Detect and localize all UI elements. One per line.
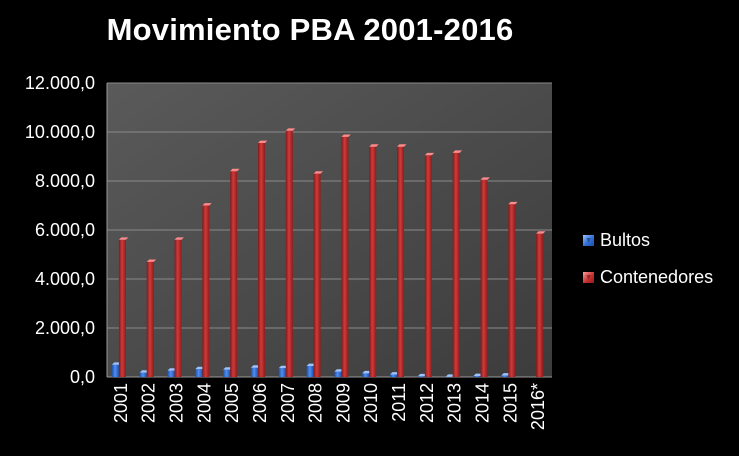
legend-item-bultos: Bultos (583, 228, 713, 252)
y-tick-label: 6.000,0 (35, 220, 95, 240)
bar-contenedores-2003-top (174, 237, 184, 240)
x-tick-label: 2006 (250, 383, 270, 423)
bar-contenedores-2008 (313, 173, 321, 377)
bar-contenedores-2013-top (452, 150, 463, 153)
legend-item-contenedores: Contenedores (583, 265, 713, 289)
bar-contenedores-2010 (369, 146, 377, 377)
bar-contenedores-2003 (174, 239, 182, 377)
x-tick-label: 2016* (528, 383, 548, 430)
bar-contenedores-2009 (341, 136, 349, 377)
bar-bultos-2010 (362, 373, 370, 377)
x-tick-label: 2001 (111, 383, 131, 423)
bar-contenedores-2008-top (313, 171, 323, 174)
y-tick-label: 0,0 (70, 367, 95, 387)
bar-contenedores-2002 (146, 261, 154, 377)
bar-bultos-2009 (334, 371, 342, 377)
bar-bultos-2005 (223, 369, 231, 377)
x-tick-label: 2003 (167, 383, 187, 423)
bar-contenedores-2005 (230, 171, 238, 377)
x-tick-label: 2002 (139, 383, 159, 423)
bar-bultos-2012 (417, 376, 425, 377)
bar-contenedores-2006-top (257, 140, 268, 144)
y-tick-label: 12.000,0 (25, 73, 95, 93)
bar-contenedores-2011 (397, 146, 405, 377)
bar-bultos-2002 (139, 372, 147, 377)
x-tick-label: 2010 (361, 383, 381, 423)
x-tick-label: 2007 (278, 383, 298, 423)
bar-contenedores-2001-top (118, 237, 129, 240)
bar-contenedores-2014-top (480, 177, 490, 180)
bar-bultos-2001 (111, 364, 119, 377)
x-tick-label: 2011 (389, 383, 409, 422)
bar-bultos-2015 (501, 375, 509, 377)
bar-contenedores-2016p-top (536, 231, 546, 234)
bar-contenedores-2012-top (424, 152, 435, 156)
x-tick-label: 2004 (194, 383, 214, 423)
x-tick-label: 2009 (333, 383, 353, 423)
y-tick-label: 2.000,0 (35, 318, 95, 338)
bar-bultos-2004 (195, 369, 203, 377)
y-tick-label: 10.000,0 (25, 122, 95, 142)
x-tick-label: 2005 (222, 383, 242, 423)
x-tick-label: 2015 (500, 383, 520, 423)
chart-title: Movimiento PBA 2001-2016 (106, 12, 514, 47)
bar-contenedores-2010-top (369, 144, 379, 147)
bar-contenedores-2012 (424, 155, 432, 377)
bar-bultos-2014 (473, 376, 481, 377)
bar-contenedores-2015-top (508, 201, 518, 205)
x-tick-label: 2013 (445, 383, 465, 423)
chart-legend: Bultos Contenedores (583, 228, 713, 302)
bar-contenedores-2009-top (341, 134, 351, 137)
bar-contenedores-2006 (257, 143, 265, 377)
bar-contenedores-2004 (202, 205, 210, 377)
bar-contenedores-2007 (285, 130, 293, 377)
legend-label-bultos: Bultos (600, 229, 651, 250)
legend-label-contenedores: Contenedores (600, 266, 714, 287)
bar-bultos-2008 (306, 365, 314, 377)
y-tick-label: 8.000,0 (35, 171, 95, 191)
bar-contenedores-2002-top (146, 259, 157, 262)
bar-contenedores-2013 (452, 152, 460, 377)
bar-contenedores-2007-top (285, 128, 296, 131)
x-tick-label: 2014 (472, 383, 492, 423)
bar-contenedores-2016p (536, 233, 544, 377)
x-tick-label: 2008 (306, 383, 326, 423)
legend-swatch-contenedores (583, 271, 594, 283)
x-tick-label: 2012 (417, 383, 437, 423)
legend-swatch-bultos (583, 234, 594, 246)
bar-contenedores-2005-top (230, 168, 240, 172)
bar-bultos-2011 (390, 374, 398, 377)
bar-bultos-2007 (278, 368, 286, 377)
bar-contenedores-2004-top (202, 203, 212, 206)
bar-bultos-2006 (250, 367, 258, 377)
bar-contenedores-2001 (118, 239, 126, 377)
bar-contenedores-2015 (508, 204, 516, 377)
y-tick-label: 4.000,0 (35, 269, 95, 289)
bar-contenedores-2014 (480, 179, 488, 377)
bar-contenedores-2011-top (397, 144, 407, 147)
bar-bultos-2003 (167, 370, 175, 377)
